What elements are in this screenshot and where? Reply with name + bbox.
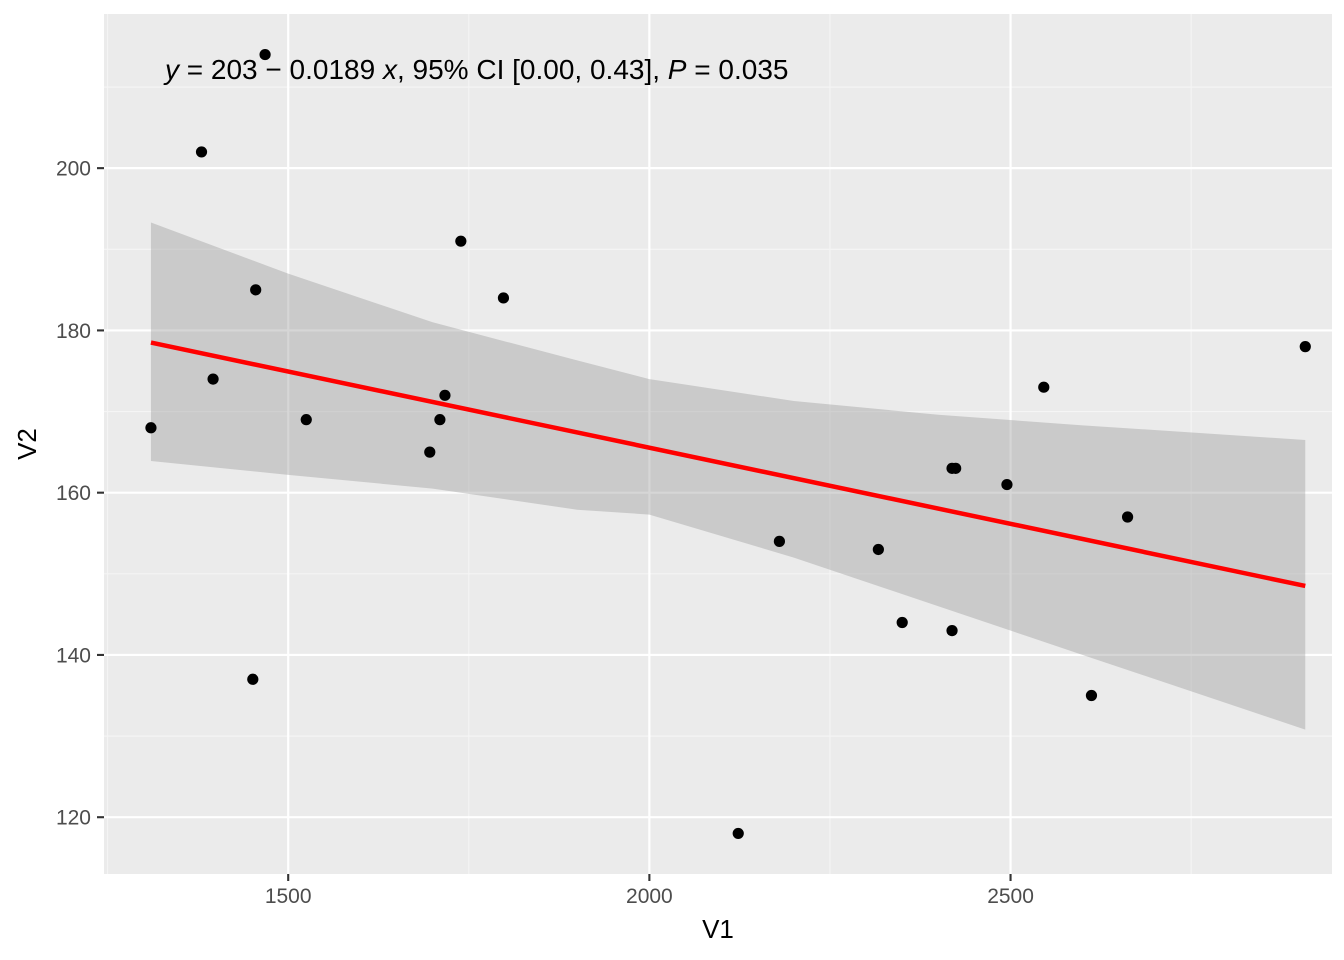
annotation-x-symbol: x xyxy=(381,54,398,85)
annotation-p-symbol: P xyxy=(668,54,687,85)
data-point xyxy=(207,373,219,385)
x-axis-title: V1 xyxy=(702,914,734,944)
data-point xyxy=(497,292,510,304)
x-tick-label: 1500 xyxy=(265,885,312,908)
y-tick-label: 180 xyxy=(56,320,91,343)
data-point xyxy=(247,673,259,685)
grid-major xyxy=(104,14,1332,874)
x-axis: 1500 2000 2500 xyxy=(265,874,1034,908)
data-point xyxy=(259,48,271,61)
data-point xyxy=(145,422,157,434)
data-point xyxy=(1299,341,1311,353)
data-point xyxy=(195,146,208,158)
annotation-equation: = 203 − 0.0189 xyxy=(179,54,383,85)
y-tick-label: 140 xyxy=(56,644,91,667)
confidence-band-layer xyxy=(150,222,1306,730)
x-tick-label: 2000 xyxy=(626,885,673,908)
regression-annotation: y = 203 − 0.0189 x, 95% CI [0.00, 0.43],… xyxy=(163,54,788,85)
confidence-band xyxy=(150,222,1306,730)
data-point xyxy=(946,625,958,637)
annotation-p-value: = 0.035 xyxy=(686,54,788,85)
data-point xyxy=(434,414,446,426)
data-point xyxy=(732,827,744,840)
data-point xyxy=(1038,381,1050,393)
data-point xyxy=(1001,478,1013,491)
data-point xyxy=(1121,511,1134,523)
fit-line-layer xyxy=(150,340,1306,589)
data-point xyxy=(950,462,962,474)
annotation-y-symbol: y xyxy=(163,54,181,85)
y-tick-label: 120 xyxy=(56,807,91,830)
regression-line xyxy=(150,340,1306,589)
data-point xyxy=(439,389,451,401)
y-axis: 120 140 160 180 200 xyxy=(56,158,104,830)
grid-minor xyxy=(104,14,1332,874)
panel-background xyxy=(104,14,1332,874)
y-tick-label: 200 xyxy=(56,158,91,181)
data-point xyxy=(455,235,467,247)
data-point xyxy=(773,535,786,547)
data-point xyxy=(896,616,908,629)
data-point xyxy=(1085,689,1098,702)
x-tick-label: 2500 xyxy=(987,885,1034,908)
points-layer xyxy=(145,48,1311,840)
annotation-ci: , 95% CI [0.00, 0.43], xyxy=(397,54,668,85)
y-axis-title: V2 xyxy=(12,428,42,460)
y-tick-label: 160 xyxy=(56,482,91,505)
data-point xyxy=(250,284,262,296)
data-point xyxy=(300,414,312,426)
data-point xyxy=(424,446,436,458)
data-point xyxy=(872,543,884,556)
